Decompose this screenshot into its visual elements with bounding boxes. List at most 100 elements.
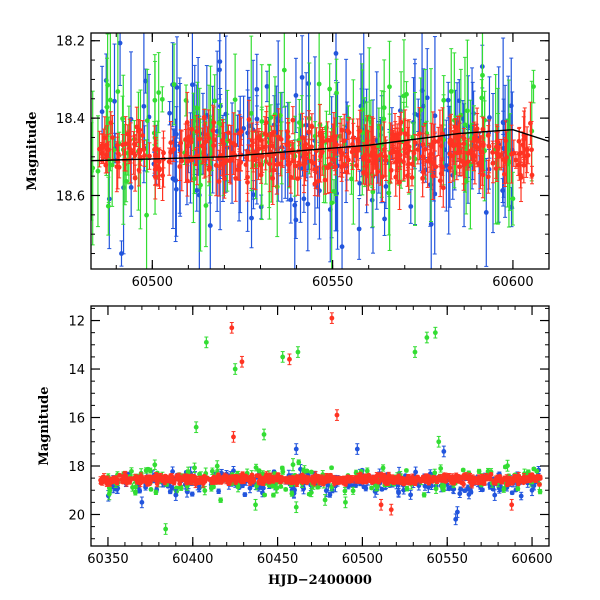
- top-series-2-point: [225, 124, 231, 142]
- bottom-x-tick-label: 60550: [427, 552, 468, 567]
- top-series-2-point: [498, 138, 504, 171]
- top-series-2-point: [246, 144, 251, 162]
- top-series-2-point: [461, 127, 467, 149]
- top-series-2-point: [306, 110, 312, 154]
- top-series-2-point: [402, 118, 407, 180]
- bottom-series-1-point: [309, 469, 314, 475]
- top-series-2-point: [471, 121, 477, 155]
- bottom-plot-area: [98, 312, 543, 535]
- top-x-tick-label: 60550: [312, 275, 353, 290]
- top-series-2-point: [525, 146, 531, 165]
- bottom-series-2-point: [147, 479, 153, 485]
- bottom-series-2-point: [431, 474, 436, 481]
- bottom-series-1-point: [531, 466, 537, 472]
- bottom-x-tick-label: 60400: [172, 552, 213, 567]
- top-series-2-point: [194, 115, 200, 149]
- bottom-axes: 60350 60400 60450 60500 60550 60600 12 14 16 18 20: [68, 306, 553, 567]
- top-series-2-point: [132, 164, 138, 192]
- bottom-series-2-point: [363, 479, 368, 484]
- top-x-tick-label: 60600: [492, 275, 533, 290]
- top-series-2-point: [137, 132, 142, 174]
- bottom-series-1-point: [271, 492, 276, 498]
- bottom-series-2-point: [221, 474, 227, 481]
- top-series-2-point: [479, 154, 485, 186]
- bottom-series-2-point: [137, 479, 143, 488]
- top-series-2-point: [511, 139, 517, 167]
- top-series-2-point: [406, 134, 412, 193]
- bottom-series-2-point: [176, 472, 182, 481]
- bottom-series-1-point: [380, 464, 386, 472]
- top-series-2-point: [313, 149, 319, 189]
- bottom-outlier-point: [229, 321, 235, 334]
- top-y-axis-label: Magnitude: [25, 111, 40, 190]
- bottom-series-0-point: [480, 487, 485, 493]
- bottom-series-2-point: [328, 472, 333, 478]
- top-series-2-point: [303, 116, 309, 172]
- top-series-2-point: [171, 136, 177, 163]
- top-series-2-point: [312, 171, 318, 197]
- bottom-series-0-point: [189, 491, 195, 497]
- top-series-2-point: [375, 159, 381, 184]
- bottom-series-1-point: [403, 468, 409, 473]
- bottom-series-2-point: [201, 477, 207, 482]
- bottom-outlier-point: [232, 363, 238, 375]
- bottom-series-2-point: [300, 480, 306, 485]
- bottom-series-1-point: [350, 486, 356, 495]
- top-series-2-point: [381, 121, 387, 178]
- top-series-1-point: [248, 35, 254, 192]
- top-series-0-point: [356, 198, 362, 260]
- top-series-2-point: [125, 124, 131, 144]
- top-series-2-point: [233, 154, 239, 202]
- top-series-1-point: [156, 52, 162, 134]
- bottom-y-tick-label: 18: [68, 460, 85, 475]
- top-series-2-point: [378, 124, 383, 186]
- bottom-plot-frame: [90, 305, 550, 547]
- bottom-outlier-point: [412, 346, 418, 358]
- top-series-2-point: [398, 111, 404, 133]
- top-series-0-point: [408, 189, 414, 224]
- bottom-series-2-point: [524, 475, 530, 480]
- bottom-series-2-point: [235, 476, 241, 482]
- bottom-series-2-point: [156, 475, 162, 481]
- bottom-series-0-point: [468, 489, 474, 495]
- bottom-series-1-point: [280, 468, 286, 475]
- top-series-2-point: [454, 125, 460, 181]
- bottom-outlier-point: [231, 431, 236, 443]
- top-series-2-point: [422, 122, 428, 176]
- bottom-outlier-point: [424, 331, 430, 344]
- bottom-outlier-point: [295, 346, 301, 358]
- bottom-panel: 60350 60400 60450 60500 60550 60600 12 14 16 18 20…: [37, 305, 553, 588]
- top-series-2-point: [356, 130, 361, 153]
- bottom-outlier-point: [163, 523, 169, 535]
- top-series-2-point: [238, 152, 244, 172]
- top-series-2-point: [345, 121, 351, 140]
- bottom-series-2-point: [505, 481, 511, 487]
- top-series-2-point: [157, 160, 162, 180]
- bottom-series-2-point: [191, 475, 197, 483]
- bottom-series-0-point: [408, 489, 413, 500]
- top-series-2-point: [102, 116, 108, 159]
- bottom-series-1-point: [289, 490, 295, 497]
- bottom-series-2-point: [354, 477, 360, 483]
- top-series-2-point: [364, 155, 369, 177]
- top-series-2-point: [201, 108, 207, 126]
- bottom-outlier-point: [173, 489, 179, 501]
- bottom-series-2-point: [183, 476, 189, 483]
- bottom-series-1-point: [214, 460, 220, 472]
- top-series-0-point: [258, 194, 264, 220]
- top-series-2-point: [285, 122, 291, 151]
- top-series-2-point: [354, 149, 359, 182]
- bottom-series-2-point: [254, 473, 260, 479]
- top-plot-frame: [90, 32, 550, 270]
- top-series-1-point: [479, 79, 485, 117]
- bottom-series-1-point: [515, 486, 521, 492]
- bottom-y-tick-label: 16: [68, 412, 85, 427]
- bottom-y-tick-label: 20: [68, 508, 85, 523]
- top-series-0-point: [167, 101, 173, 126]
- top-series-2-point: [350, 136, 356, 162]
- bottom-series-1-point: [106, 488, 112, 501]
- top-series-2-point: [390, 139, 396, 165]
- top-series-2-point: [334, 134, 339, 156]
- bottom-outlier-point: [455, 506, 460, 518]
- top-series-2-point: [515, 154, 521, 176]
